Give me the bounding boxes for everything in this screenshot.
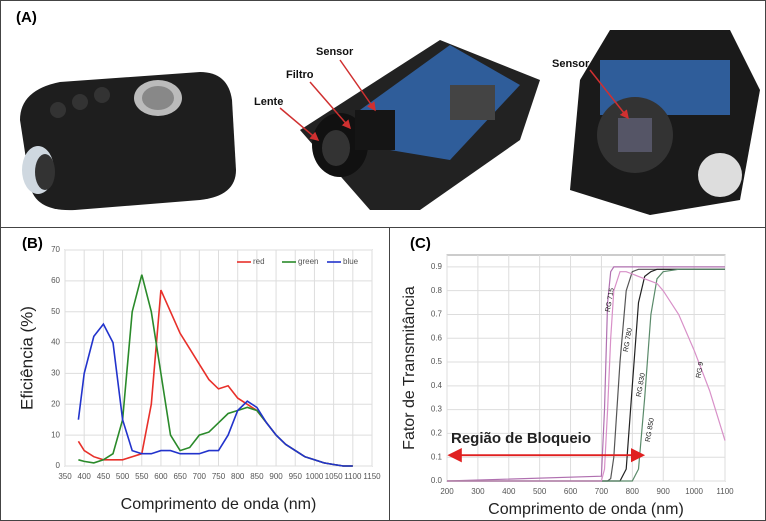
x-tick-label: 500	[116, 472, 130, 481]
y-axis-label: Eficiência (%)	[17, 306, 36, 410]
x-axis-label: Comprimento de onda (nm)	[121, 496, 317, 513]
y-tick-label: 0.9	[431, 262, 443, 271]
y-tick-label: 50	[51, 307, 60, 316]
y-tick-label: 0.0	[431, 476, 443, 485]
y-tick-label: 10	[51, 430, 60, 439]
x-tick-label: 850	[250, 472, 264, 481]
x-tick-label: 1150	[363, 472, 381, 481]
legend-label: green	[298, 257, 318, 266]
panel-label: (C)	[410, 235, 431, 252]
legend-label: red	[253, 257, 265, 266]
photo-label: Sensor	[316, 46, 354, 58]
x-tick-label: 750	[212, 472, 226, 481]
y-tick-label: 0	[56, 461, 61, 470]
x-tick-label: 800	[626, 487, 640, 496]
y-tick-label: 0.5	[431, 357, 443, 366]
y-tick-label: 0.1	[431, 452, 443, 461]
y-tick-label: 0.8	[431, 286, 443, 295]
x-tick-label: 450	[97, 472, 111, 481]
photo-label: Sensor	[552, 58, 590, 70]
y-tick-label: 30	[51, 369, 60, 378]
x-tick-label: 300	[471, 487, 485, 496]
x-tick-label: 900	[269, 472, 283, 481]
y-tick-label: 0.4	[431, 381, 443, 390]
y-axis-label: Fator de Transmitância	[401, 286, 418, 450]
x-tick-label: 600	[564, 487, 578, 496]
x-tick-label: 700	[193, 472, 207, 481]
y-tick-label: 0.3	[431, 405, 443, 414]
y-tick-label: 0.7	[431, 310, 443, 319]
x-tick-label: 550	[135, 472, 149, 481]
x-tick-label: 650	[173, 472, 187, 481]
x-tick-label: 400	[78, 472, 92, 481]
x-tick-label: 700	[595, 487, 609, 496]
x-tick-label: 350	[58, 472, 72, 481]
x-tick-label: 950	[289, 472, 303, 481]
x-tick-label: 400	[502, 487, 516, 496]
panel-label: (B)	[22, 235, 43, 252]
y-tick-label: 0.2	[431, 429, 443, 438]
x-tick-label: 900	[657, 487, 671, 496]
y-tick-label: 70	[51, 245, 60, 254]
photo-label: Filtro	[286, 69, 314, 81]
x-tick-label: 1100	[716, 487, 734, 496]
x-axis-label: Comprimento de onda (nm)	[488, 501, 684, 518]
x-tick-label: 1000	[685, 487, 703, 496]
camera-internals-photo	[300, 40, 540, 210]
sensor-photo	[570, 30, 760, 215]
x-tick-label: 600	[154, 472, 168, 481]
x-tick-label: 1100	[344, 472, 362, 481]
legend-label: blue	[343, 257, 359, 266]
panel-label: (A)	[16, 9, 37, 26]
camera-photo	[20, 72, 236, 210]
y-tick-label: 0.6	[431, 333, 443, 342]
y-tick-label: 20	[51, 399, 60, 408]
x-tick-label: 800	[231, 472, 245, 481]
figure: (A) (B) (C) Lente Filtro Sensor Sensor 0…	[0, 0, 766, 521]
x-tick-label: 500	[533, 487, 547, 496]
photo-label: Lente	[254, 96, 283, 108]
x-tick-label: 1050	[325, 472, 343, 481]
x-tick-label: 1000	[306, 472, 324, 481]
annotation: Região de Bloqueio	[451, 430, 591, 447]
x-tick-label: 200	[440, 487, 454, 496]
y-tick-label: 40	[51, 338, 60, 347]
y-tick-label: 60	[51, 276, 60, 285]
